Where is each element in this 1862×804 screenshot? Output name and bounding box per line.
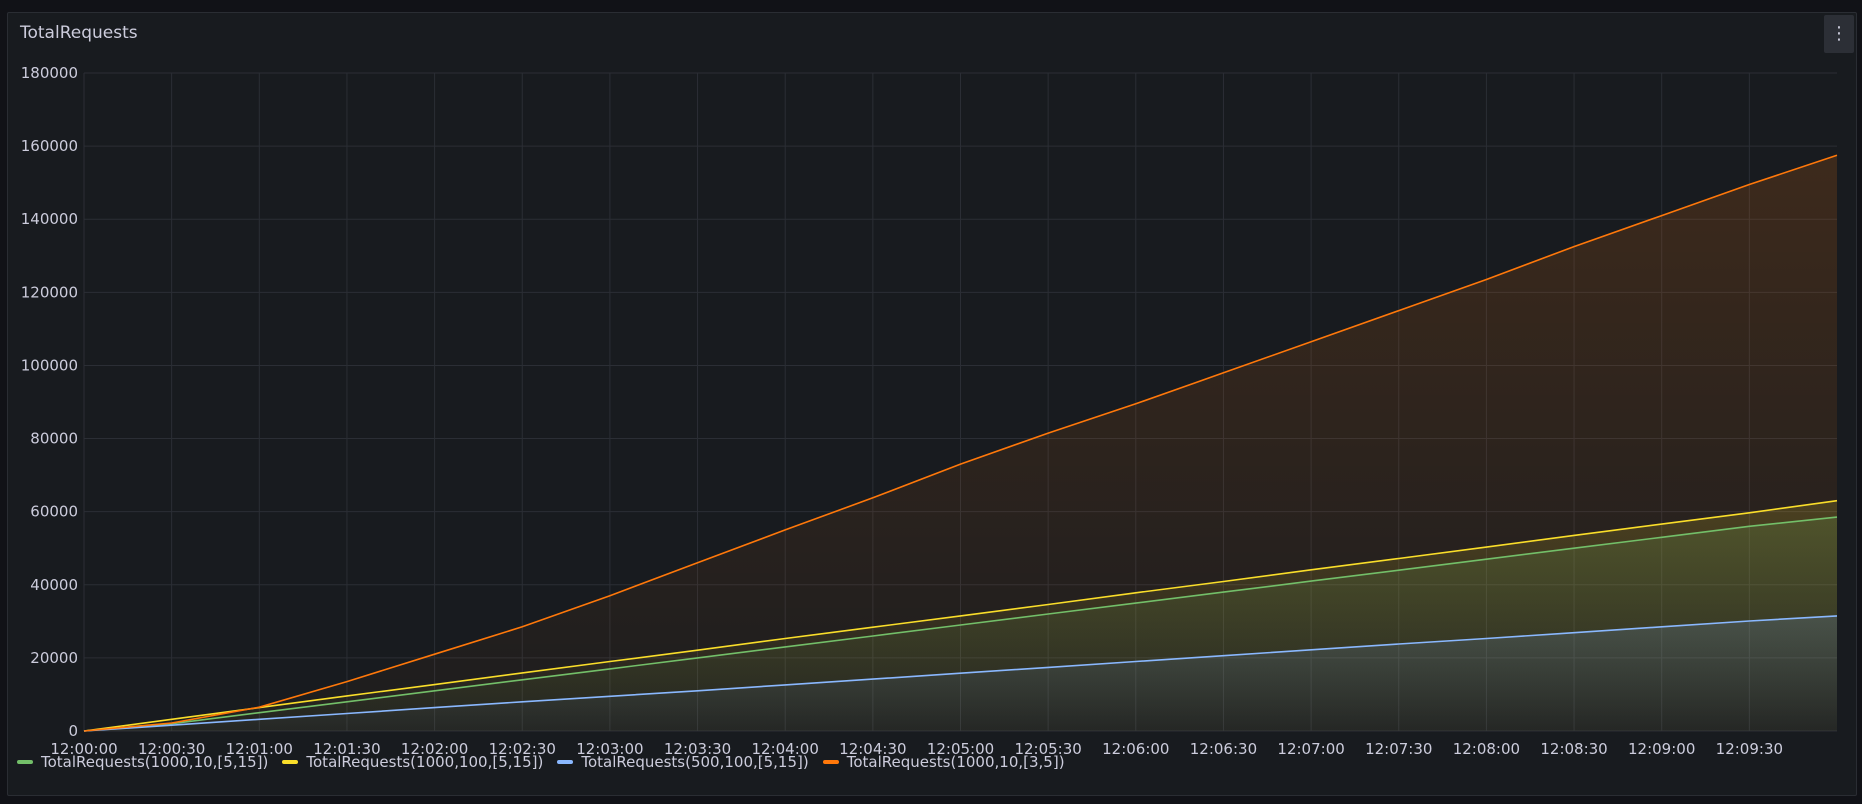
legend-item[interactable]: TotalRequests(1000,100,[5,15]) [282,753,543,771]
chart-legend: TotalRequests(1000,10,[5,15]) TotalReques… [17,753,1065,771]
series-line [83,154,1838,732]
x-tick-label: 12:07:00 [1277,740,1344,758]
y-tick-label: 20000 [30,649,78,667]
x-tick-label: 12:06:30 [1190,740,1257,758]
x-tick-label: 12:02:30 [489,740,556,758]
series-line [83,615,1838,732]
panel-menu-button[interactable]: ⋮ [1824,15,1854,53]
x-tick-label: 12:04:30 [839,740,906,758]
y-tick-label: 120000 [21,283,78,301]
legend-item[interactable]: TotalRequests(1000,10,[5,15]) [17,753,268,771]
x-tick-label: 12:04:00 [752,740,819,758]
series-line [83,499,1838,732]
y-tick-label: 60000 [30,503,78,521]
y-tick-label: 160000 [21,137,78,155]
legend-item[interactable]: TotalRequests(1000,10,[3,5]) [822,753,1065,771]
legend-swatch [557,760,574,764]
y-tick-label: 180000 [21,64,78,82]
y-tick-label: 140000 [21,210,78,228]
y-tick-label: 0 [68,722,78,740]
x-tick-label: 12:00:30 [138,740,205,758]
x-tick-label: 12:02:00 [401,740,468,758]
x-tick-label: 12:01:00 [226,740,293,758]
series-line [83,516,1838,732]
legend-label: TotalRequests(500,100,[5,15]) [581,753,809,771]
x-tick-label: 12:09:00 [1628,740,1695,758]
legend-label: TotalRequests(1000,10,[5,15]) [41,753,269,771]
x-tick-label: 12:07:30 [1365,740,1432,758]
legend-label: TotalRequests(1000,10,[3,5]) [846,753,1065,771]
panel-title: TotalRequests [20,23,138,43]
x-tick-label: 12:00:00 [50,740,117,758]
x-tick-label: 12:09:30 [1716,740,1783,758]
x-tick-label: 12:08:30 [1540,740,1607,758]
y-tick-label: 40000 [30,576,78,594]
x-tick-label: 12:05:00 [927,740,994,758]
x-tick-label: 12:01:30 [313,740,380,758]
legend-swatch [822,760,839,764]
y-tick-label: 80000 [30,430,78,448]
y-tick-label: 100000 [21,356,78,374]
x-tick-label: 12:06:00 [1102,740,1169,758]
kebab-menu-icon: ⋮ [1830,23,1848,44]
x-tick-label: 12:08:00 [1453,740,1520,758]
x-tick-label: 12:03:30 [664,740,731,758]
x-tick-label: 12:03:00 [576,740,643,758]
x-tick-label: 12:05:30 [1014,740,1081,758]
legend-swatch [17,760,33,764]
legend-swatch [282,760,299,764]
legend-label: TotalRequests(1000,100,[5,15]) [306,753,544,771]
legend-item[interactable]: TotalRequests(500,100,[5,15]) [557,753,809,771]
